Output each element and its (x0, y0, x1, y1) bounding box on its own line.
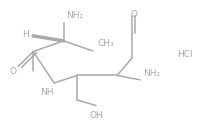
Text: O: O (130, 10, 137, 19)
Text: O: O (10, 67, 17, 76)
Text: NH₂: NH₂ (143, 69, 160, 78)
Text: NH: NH (40, 88, 54, 97)
Text: H: H (23, 30, 29, 39)
Text: CH₃: CH₃ (97, 39, 114, 48)
Text: OH: OH (89, 110, 103, 120)
Text: HCl: HCl (177, 50, 193, 59)
Text: NH₂: NH₂ (66, 11, 84, 20)
